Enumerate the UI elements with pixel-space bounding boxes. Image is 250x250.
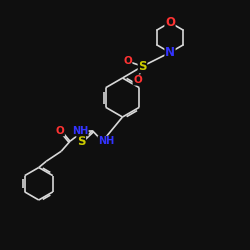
- Text: S: S: [77, 135, 86, 148]
- Text: O: O: [133, 75, 142, 85]
- Text: O: O: [123, 56, 132, 66]
- Text: O: O: [56, 126, 64, 136]
- Text: N: N: [165, 46, 175, 59]
- Text: S: S: [138, 60, 147, 73]
- Text: NH: NH: [98, 136, 114, 146]
- Text: NH: NH: [72, 126, 88, 136]
- Text: O: O: [165, 16, 175, 29]
